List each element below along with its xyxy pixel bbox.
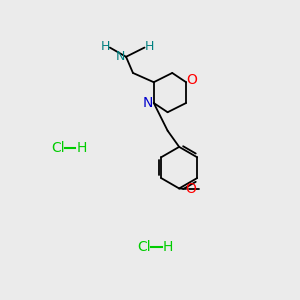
Text: H: H — [163, 240, 173, 254]
Text: N: N — [143, 97, 153, 110]
Text: H: H — [144, 40, 154, 53]
Text: H: H — [100, 40, 110, 53]
Text: O: O — [186, 74, 197, 87]
Text: Cl: Cl — [51, 141, 64, 155]
Text: N: N — [116, 50, 125, 63]
Text: O: O — [185, 182, 196, 196]
Text: H: H — [76, 141, 87, 155]
Text: Cl: Cl — [138, 240, 151, 254]
